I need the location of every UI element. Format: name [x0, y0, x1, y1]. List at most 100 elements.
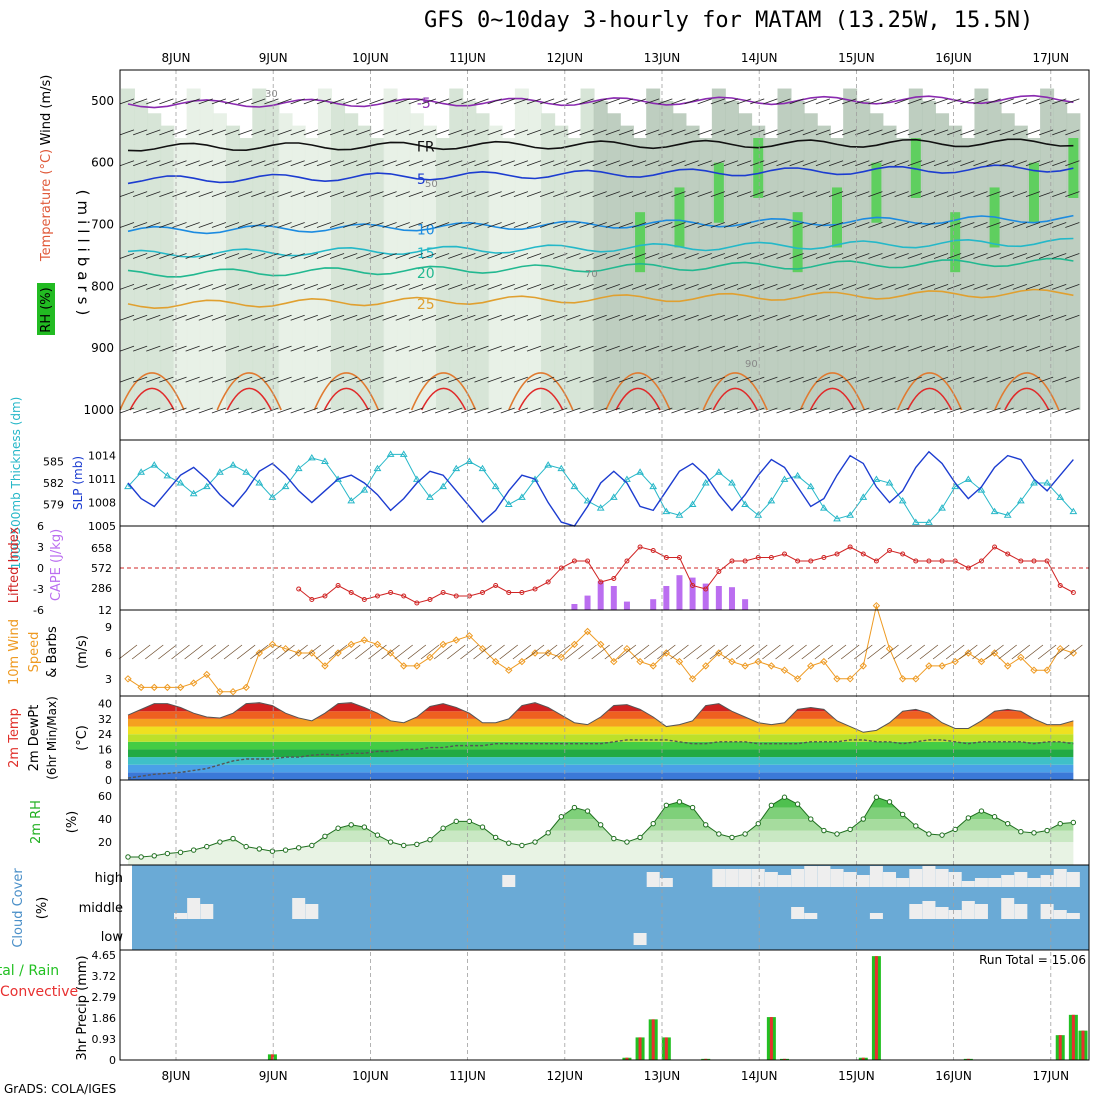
wind-speed-point: [898, 675, 907, 683]
upper-air-ytick: 800: [91, 279, 114, 293]
wind-barb: [776, 129, 791, 136]
isotherm-30-arch: [994, 372, 1060, 411]
wind-barb-10m: [447, 644, 466, 660]
cloud-high-block: [1066, 872, 1080, 887]
wind-barb: [356, 345, 371, 352]
wind-barb-10m: [473, 644, 492, 660]
li-ytick: 6: [37, 520, 44, 533]
wind-barb: [172, 222, 187, 228]
li-point: [782, 551, 787, 557]
temp-ytick: 8: [105, 759, 112, 772]
rh-shade-column: [186, 88, 201, 410]
isotherm-label: 20: [417, 266, 435, 282]
wind-barb: [224, 222, 240, 228]
wind-barb: [159, 191, 174, 198]
wind-speed-point: [544, 649, 552, 657]
wind-barb: [421, 129, 437, 136]
wind-barb: [395, 129, 410, 136]
wind-barb: [828, 129, 844, 136]
wind-barb: [592, 314, 607, 321]
wind-barb: [540, 407, 555, 414]
wind-barb: [421, 98, 437, 105]
wind-barb: [684, 314, 699, 321]
li-point: [440, 590, 446, 595]
temp-ytick: 0: [105, 774, 112, 787]
rh-high-cell: [832, 187, 843, 248]
wind-speed-point: [321, 662, 329, 670]
wind-barb: [920, 129, 936, 136]
thickness-point: [977, 486, 986, 493]
cape-bar: [702, 583, 709, 610]
wind-barb: [684, 345, 699, 352]
wind-barb: [750, 191, 765, 198]
rh-point: [243, 843, 249, 850]
wind-barb: [356, 191, 371, 198]
wind-barb: [592, 345, 607, 352]
wind-speed-point: [1017, 653, 1025, 662]
wind-barb: [421, 253, 437, 259]
wind-barb: [881, 407, 896, 414]
li-point: [532, 586, 538, 592]
rh-shade-column: [212, 113, 227, 410]
wind-barb: [947, 253, 962, 259]
wind-barb: [251, 98, 266, 105]
wind-barb: [815, 283, 831, 290]
wind-barb: [763, 222, 778, 228]
wind-barb: [815, 98, 831, 105]
li-point: [611, 576, 617, 581]
wind-barb: [316, 407, 332, 414]
cloud-high-block: [764, 872, 778, 887]
day-label-bottom: 12JUN: [547, 1069, 584, 1083]
wind-barb: [710, 407, 725, 414]
thickness-point: [820, 504, 828, 511]
wind-barb: [408, 253, 423, 259]
wind-barb: [750, 129, 765, 136]
li-ytick: -6: [33, 604, 44, 617]
wind-barb: [960, 160, 975, 167]
wind-speed-point: [951, 657, 959, 666]
rh-shade-column: [173, 138, 188, 410]
wind-barb: [868, 222, 883, 228]
thickness-point: [701, 479, 710, 486]
wind-barb: [329, 314, 345, 321]
panel-frame-thickness_slp: [119, 439, 1090, 527]
thickness-point: [255, 479, 264, 486]
wind-barb: [553, 345, 568, 352]
day-label-top: 14JUN: [741, 51, 778, 65]
wind-speed-point: [964, 649, 973, 657]
rh-point: [808, 816, 814, 822]
wind-barb: [1025, 407, 1041, 414]
wind-barb: [986, 314, 1001, 321]
isotherm-35-arch: [518, 387, 564, 411]
rh-point: [335, 825, 341, 831]
cloud-ytick: middle: [79, 901, 123, 916]
wind-barb: [868, 407, 883, 414]
thickness-point: [859, 493, 868, 500]
wind-barb: [198, 407, 213, 414]
wind-barb: [973, 222, 988, 228]
wind-barb: [119, 222, 135, 228]
wind-barb: [566, 345, 581, 352]
wind-barb: [1065, 160, 1080, 167]
wind-ytick: 6: [105, 647, 112, 660]
wind-barb: [842, 98, 857, 105]
wind-barb: [211, 98, 227, 105]
precip-convective-bar: [638, 1037, 642, 1060]
wind-barb: [723, 160, 739, 167]
li-point: [401, 593, 407, 599]
rh-point: [847, 826, 853, 833]
wind-barb: [723, 376, 739, 383]
wind-barb: [185, 376, 200, 383]
rh-shade-column: [501, 138, 516, 410]
wind-barb: [986, 191, 1001, 198]
wind-barb-10m: [315, 644, 335, 660]
day-label-top: 13JUN: [644, 51, 681, 65]
wind-barb-10m: [762, 644, 781, 660]
wind-barb: [474, 191, 489, 198]
rh-point: [151, 853, 157, 859]
cloud-high-block: [646, 872, 660, 887]
rh-ytick: 20: [98, 836, 112, 849]
cape-ytick: 658: [91, 542, 112, 555]
li-point: [388, 590, 394, 595]
wind-barb: [329, 345, 345, 352]
